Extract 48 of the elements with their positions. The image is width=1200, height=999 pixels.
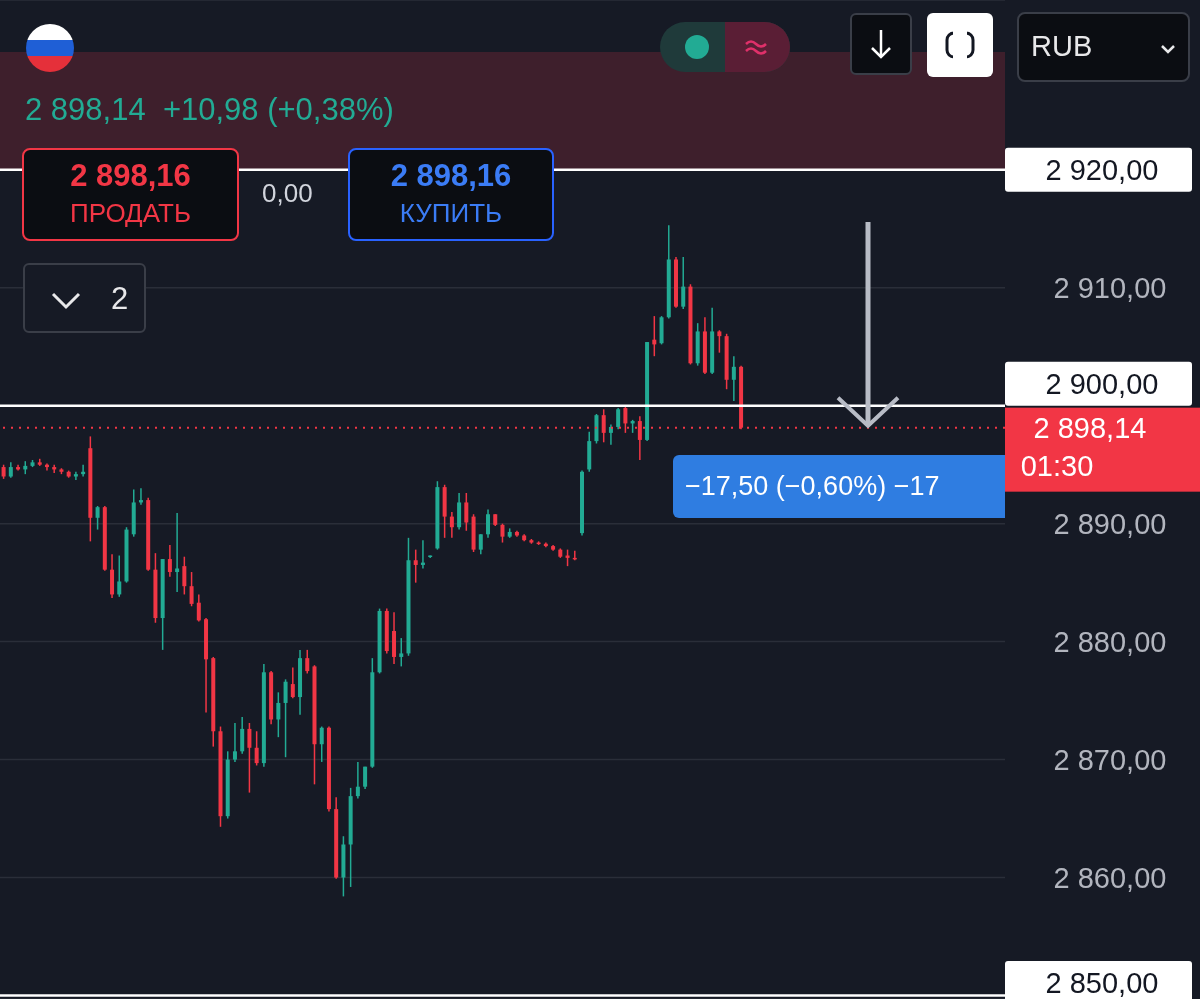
candlestick	[731, 355, 736, 402]
text: 01:30	[1020, 449, 1094, 482]
ref-line-label: 2 920,00	[1045, 153, 1159, 186]
candlestick	[276, 691, 281, 738]
candlestick	[413, 548, 418, 584]
annotation: КУПИТЬ	[398, 198, 504, 229]
ref-line-label: 2 898,14	[1033, 411, 1147, 444]
candlestick	[449, 511, 454, 539]
annotation: 2	[111, 281, 129, 317]
candlestick	[283, 678, 288, 758]
ref-line-label: 2 850,00	[1045, 967, 1159, 999]
annotation: 2 898,16	[389, 158, 513, 194]
candlestick	[616, 407, 621, 431]
candlestick	[175, 512, 180, 593]
y-tick-label: 2 910,00	[1053, 271, 1167, 304]
y-tick-label: 2 880,00	[1053, 625, 1167, 658]
candlestick	[355, 761, 360, 800]
candlestick	[305, 649, 310, 675]
candlestick	[232, 722, 237, 763]
candlestick	[399, 637, 404, 668]
candlestick	[167, 544, 172, 578]
y-tick-label: 2 890,00	[1053, 507, 1167, 540]
annotation: 2 898,16	[69, 158, 192, 194]
candlestick	[486, 508, 491, 539]
candlestick	[319, 725, 324, 763]
candlestick	[117, 554, 122, 598]
ref-line-label: 2 900,00	[1045, 367, 1159, 400]
candlestick	[717, 329, 722, 354]
annotation: −17,50 (−0,60%) −17	[673, 454, 1005, 518]
candlestick	[95, 505, 100, 531]
candlestick	[247, 722, 252, 794]
y-tick-label: 2 860,00	[1053, 861, 1167, 894]
candlestick	[196, 593, 201, 623]
annotation: 2 898,14 +10,98 (+0,38%)	[25, 92, 394, 128]
text: RUB	[1031, 30, 1093, 63]
candlestick	[464, 492, 469, 532]
annotation: ПРОДАТЬ	[69, 198, 192, 229]
candlestick	[189, 571, 194, 607]
candlestick	[500, 522, 505, 544]
annotation: 0,00	[262, 178, 313, 209]
dropdown-button: 2	[23, 263, 146, 333]
candlestick	[681, 256, 686, 310]
candlestick	[478, 533, 483, 556]
candlestick	[182, 555, 187, 596]
candlestick	[240, 716, 245, 755]
candlestick	[254, 730, 259, 767]
y-tick-label: 2 870,00	[1053, 743, 1167, 776]
candlestick	[290, 666, 295, 699]
